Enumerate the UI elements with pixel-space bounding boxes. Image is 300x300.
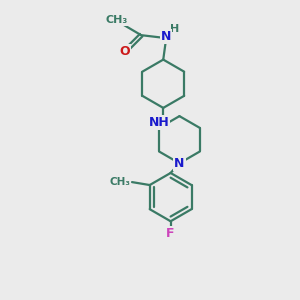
Text: CH₃: CH₃ xyxy=(105,15,127,26)
Text: N: N xyxy=(161,30,171,43)
Text: CH₃: CH₃ xyxy=(110,177,130,187)
Text: F: F xyxy=(167,227,175,240)
Text: N: N xyxy=(174,157,184,170)
Text: O: O xyxy=(120,45,130,58)
Text: H: H xyxy=(170,24,180,34)
Text: NH: NH xyxy=(148,116,169,129)
